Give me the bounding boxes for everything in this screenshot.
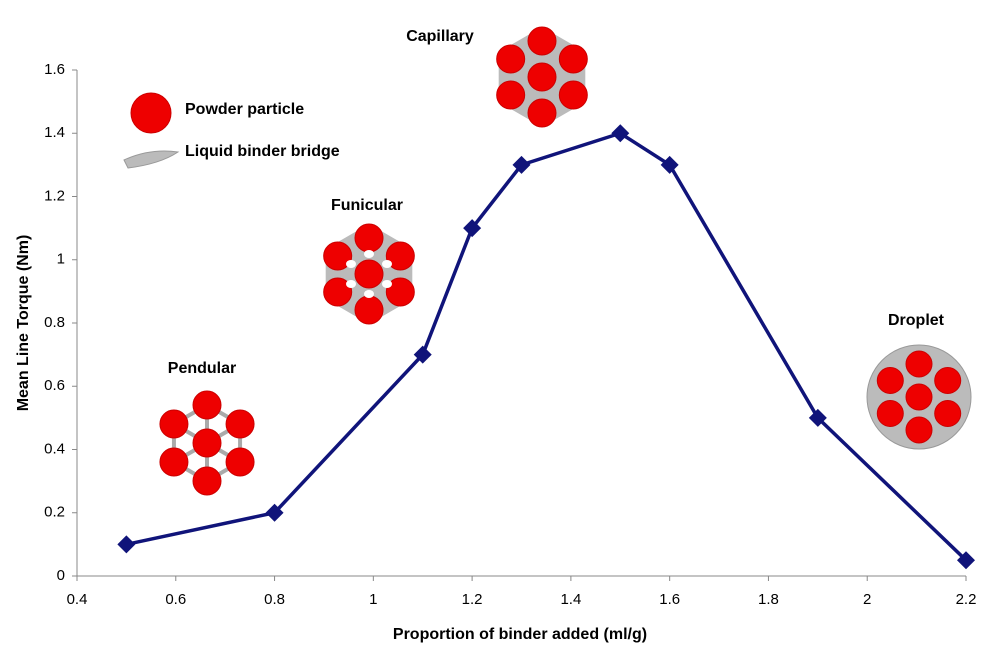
legend-particle: [130, 92, 172, 134]
powder-particle: [354, 295, 384, 325]
powder-particle: [905, 416, 933, 444]
annotation: Funicular: [331, 197, 403, 214]
y-tick-label: 1.6: [44, 61, 65, 78]
powder-particle: [527, 62, 557, 92]
powder-particle: [876, 400, 904, 427]
powder-particle: [192, 466, 222, 496]
void: [382, 260, 392, 268]
powder-particle: [558, 44, 588, 74]
data-point: [660, 155, 679, 174]
data-point: [463, 219, 482, 238]
x-tick-label: 0.6: [165, 591, 186, 608]
powder-particle: [527, 26, 557, 56]
icons: [123, 26, 972, 496]
x-tick-label: 2.2: [956, 591, 977, 608]
x-tick-label: 1.2: [462, 591, 483, 608]
data-point: [957, 551, 975, 570]
powder-particle: [385, 277, 415, 307]
legend-label: Powder particle: [185, 101, 304, 118]
powder-particle: [496, 80, 526, 110]
powder-particle: [323, 241, 353, 271]
powder-particle: [934, 400, 962, 427]
powder-particle: [496, 44, 526, 74]
data-line: [126, 131, 968, 562]
data-point: [265, 503, 284, 522]
x-tick-label: 1.6: [659, 591, 680, 608]
powder-particle: [905, 350, 933, 378]
void: [346, 280, 356, 288]
annotation: Pendular: [168, 360, 236, 377]
data-point: [117, 535, 136, 554]
powder-particle: [159, 447, 189, 477]
powder-particle: [354, 223, 384, 253]
x-axis-title: Proportion of binder added (ml/g): [393, 626, 647, 643]
y-tick-label: 1: [57, 251, 65, 268]
powder-particle: [876, 367, 904, 394]
powder-particle: [192, 428, 222, 458]
void: [346, 260, 356, 268]
y-tick-label: 0.6: [44, 377, 65, 394]
legend-label: Liquid binder bridge: [185, 143, 340, 160]
powder-particle: [385, 241, 415, 271]
annotation: Droplet: [888, 312, 945, 329]
data-point: [611, 124, 630, 143]
void: [364, 290, 374, 298]
y-tick-label: 0: [57, 567, 65, 584]
powder-particle: [225, 409, 255, 439]
data-point: [808, 408, 827, 427]
y-tick-label: 1.4: [44, 124, 65, 141]
legend-bridge: [123, 150, 180, 169]
x-tick-label: 1: [369, 591, 377, 608]
void: [382, 280, 392, 288]
powder-particle: [905, 383, 933, 411]
y-tick-label: 0.4: [44, 440, 65, 457]
powder-particle: [527, 98, 557, 128]
powder-particle: [323, 277, 353, 307]
y-tick-label: 1.2: [44, 187, 65, 204]
y-axis-title: Mean Line Torque (Nm): [15, 235, 32, 412]
powder-particle: [192, 390, 222, 420]
annotation: Capillary: [406, 28, 474, 45]
x-tick-label: 2: [863, 591, 871, 608]
y-tick-label: 0.8: [44, 314, 65, 331]
y-tick-label: 0.2: [44, 504, 65, 521]
x-tick-label: 1.4: [560, 591, 581, 608]
x-tick-label: 1.8: [758, 591, 779, 608]
x-tick-label: 0.4: [67, 591, 88, 608]
powder-particle: [354, 259, 384, 289]
data-point: [512, 155, 531, 174]
data-point: [413, 345, 432, 364]
powder-particle: [159, 409, 189, 439]
void: [364, 250, 374, 258]
x-tick-label: 0.8: [264, 591, 285, 608]
powder-particle: [225, 447, 255, 477]
powder-particle: [934, 367, 962, 394]
powder-particle: [558, 80, 588, 110]
